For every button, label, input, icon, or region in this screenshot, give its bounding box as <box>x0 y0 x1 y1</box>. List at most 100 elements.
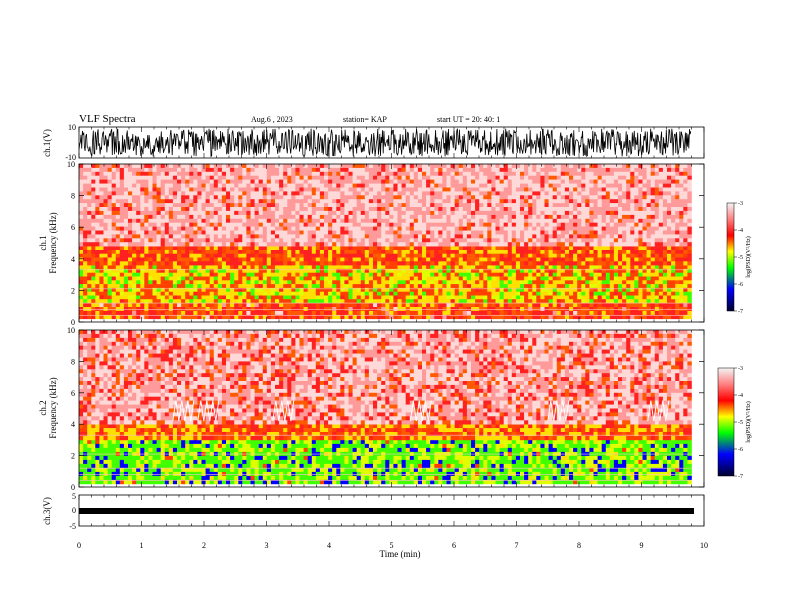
spectrogram-cell <box>156 257 161 262</box>
spectrogram-cell <box>569 287 574 292</box>
spectrogram-cell <box>471 246 476 251</box>
spectrogram-cell <box>483 250 488 255</box>
spectrogram-cell <box>315 210 321 216</box>
spectrogram-cell <box>434 303 439 308</box>
spectrogram-cell <box>197 214 202 220</box>
spectrogram-cell <box>136 310 141 316</box>
spectrogram-cell <box>430 171 435 176</box>
spectrogram-cell <box>540 261 545 266</box>
spectrogram-cell <box>520 265 525 270</box>
spectrogram-cell <box>389 199 394 204</box>
spectrogram-cell <box>270 284 276 289</box>
spectrogram-cell <box>634 250 639 255</box>
spectrogram-cell <box>475 299 480 304</box>
spectrogram-cell <box>434 207 439 212</box>
spectrogram-cell <box>356 183 362 188</box>
spectrogram-cell <box>246 272 251 277</box>
spectrogram-cell <box>181 167 186 173</box>
spectrogram-cell <box>144 280 149 285</box>
spectrogram-cell <box>148 280 153 285</box>
spectrogram-cell <box>626 299 631 304</box>
spectrogram-cell <box>356 276 362 281</box>
spectrogram-cell <box>87 276 92 281</box>
spectrogram-cell <box>658 257 664 262</box>
spectrogram-cell <box>324 187 329 192</box>
spectrogram-cell <box>79 299 84 304</box>
spectrogram-cell <box>409 171 415 176</box>
spectrogram-cell <box>315 291 321 296</box>
spectrogram-cell <box>524 291 529 296</box>
spectrogram-cell <box>230 167 235 173</box>
spectrogram-cell <box>609 284 615 289</box>
spectrogram-cell <box>164 253 170 258</box>
spectrogram-cell <box>381 265 386 270</box>
spectrogram-cell <box>295 234 300 239</box>
spectrogram-cell <box>348 171 353 176</box>
spectrogram-cell <box>115 230 121 235</box>
spectrogram-cell <box>266 191 272 196</box>
spectrogram-cell <box>646 291 651 296</box>
spectrogram-cell <box>164 303 170 308</box>
spectrogram-cell <box>123 175 129 180</box>
spectrogram-cell <box>283 179 288 184</box>
spectrogram-cell <box>238 314 243 320</box>
spectrogram-cell <box>336 179 341 184</box>
spectrogram-cell <box>626 250 631 255</box>
spectrogram-cell <box>417 207 423 212</box>
spectrogram-cell <box>658 268 664 273</box>
spectrogram-cell <box>279 303 284 308</box>
spectrogram-cell <box>279 187 284 192</box>
spectrogram-cell <box>634 303 639 308</box>
spectrogram-cell <box>279 210 284 216</box>
spectrogram-cell <box>254 167 259 173</box>
spectrogram-cell <box>560 280 566 285</box>
spectrogram-cell <box>148 214 153 220</box>
spectrogram-cell <box>654 276 660 281</box>
spectrogram-cell <box>266 257 272 262</box>
spectrogram-cell <box>160 291 166 296</box>
spectrogram-cell <box>91 299 96 304</box>
spectrogram-cell <box>675 291 680 296</box>
spectrogram-cell <box>254 295 259 300</box>
spectrogram-cell <box>283 250 288 255</box>
spectrogram-cell <box>87 191 92 196</box>
spectrogram-cell <box>283 276 288 281</box>
spectrogram-cell <box>111 222 117 227</box>
spectrogram-cell <box>328 238 333 243</box>
spectrogram-cell <box>405 272 411 277</box>
spectrogram-cell <box>275 210 280 216</box>
spectrogram-cell <box>99 210 104 216</box>
spectrogram-cell <box>217 287 223 292</box>
spectrogram-cell <box>258 242 264 247</box>
spectrogram-cell <box>618 287 623 292</box>
spectrogram-cell <box>115 272 121 277</box>
spectrogram-cell <box>299 299 304 304</box>
spectrogram-cell <box>479 253 484 258</box>
spectrogram-cell <box>123 246 129 251</box>
spectrogram-cell <box>254 276 259 281</box>
spectrogram-cell <box>356 230 362 235</box>
spectrogram-cell <box>385 187 390 192</box>
spectrogram-cell <box>356 238 362 243</box>
spectrogram-cell <box>532 310 537 316</box>
spectrogram-cell <box>462 284 468 289</box>
spectrogram-cell <box>275 218 280 223</box>
spectrogram-cell <box>503 284 509 289</box>
spectrogram-cell <box>238 310 243 316</box>
spectrogram-cell <box>295 191 300 196</box>
spectrogram-cell <box>209 195 215 200</box>
spectrogram-cell <box>250 222 255 227</box>
spectrogram-cell <box>168 214 174 220</box>
spectrogram-cell <box>254 314 259 320</box>
spectrogram-cell <box>646 310 651 316</box>
spectrogram-cell <box>462 261 468 266</box>
spectrogram-cell <box>164 265 170 270</box>
spectrogram-cell <box>287 287 292 292</box>
spectrogram-cell <box>311 203 317 208</box>
spectrogram-cell <box>140 179 145 184</box>
spectrogram-cell <box>340 230 345 235</box>
spectrogram-cell <box>642 284 647 289</box>
spectrogram-cell <box>368 265 374 270</box>
spectrogram-cell <box>385 171 390 176</box>
spectrogram-cell <box>275 230 280 235</box>
